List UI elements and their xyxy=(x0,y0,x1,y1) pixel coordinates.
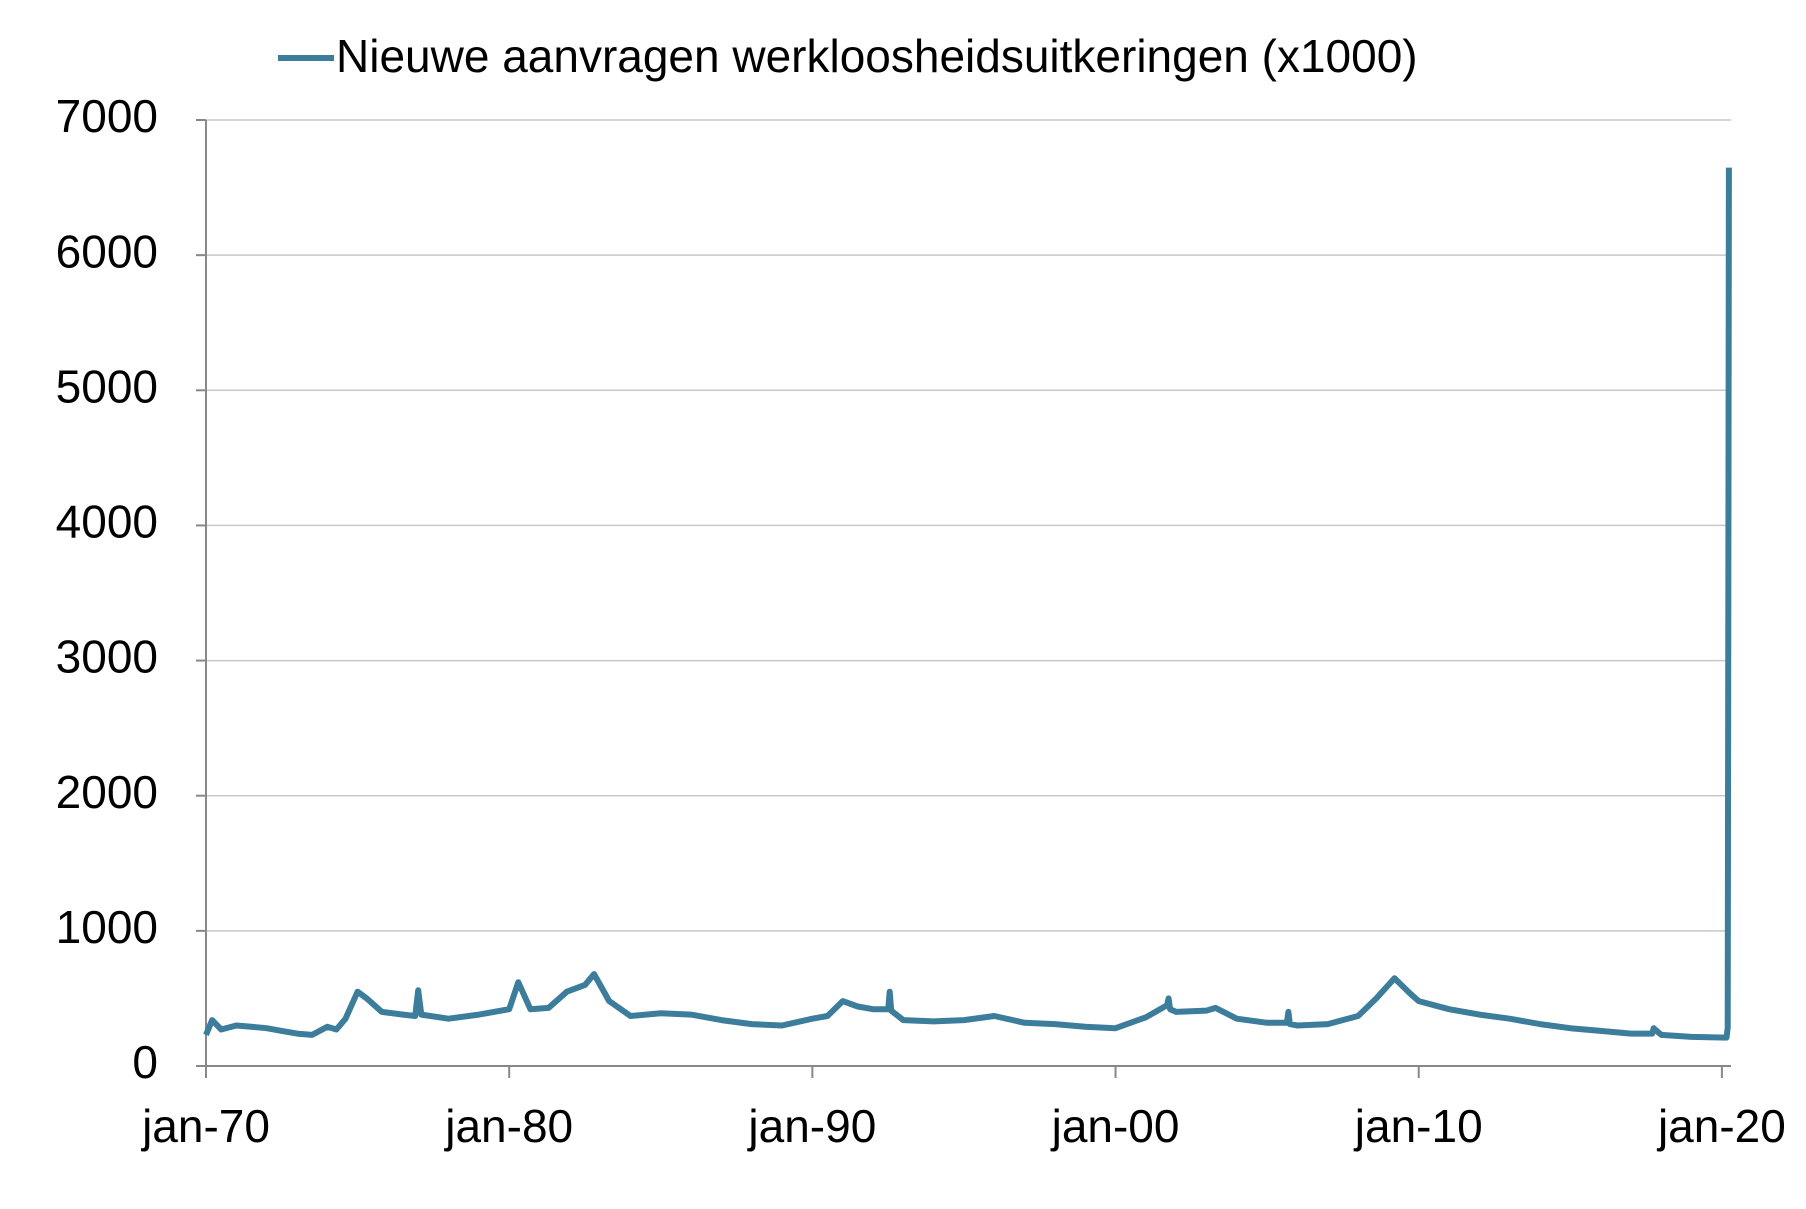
y-tick-label: 5000 xyxy=(56,360,158,412)
y-tick-label: 2000 xyxy=(56,766,158,818)
x-tick-label: jan-70 xyxy=(140,1100,270,1152)
y-tick-label: 6000 xyxy=(56,225,158,277)
legend-label: Nieuwe aanvragen werkloosheidsuitkeringe… xyxy=(336,30,1418,82)
y-tick-label: 4000 xyxy=(56,496,158,548)
x-tick-label: jan-00 xyxy=(1050,1100,1180,1152)
x-tick-label: jan-20 xyxy=(1656,1100,1786,1152)
x-tick-label: jan-10 xyxy=(1353,1100,1483,1152)
y-tick-label: 0 xyxy=(132,1036,158,1088)
y-tick-label: 3000 xyxy=(56,631,158,683)
x-tick-label: jan-90 xyxy=(746,1100,876,1152)
y-tick-label: 1000 xyxy=(56,901,158,953)
x-tick-label: jan-80 xyxy=(443,1100,573,1152)
series-line xyxy=(203,167,1732,1041)
y-tick-label: 7000 xyxy=(56,90,158,142)
